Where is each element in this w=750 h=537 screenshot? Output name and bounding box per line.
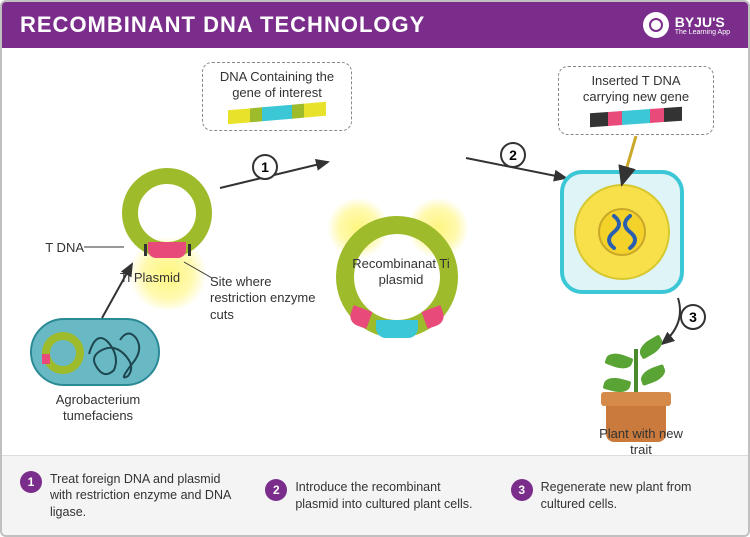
legend-item-1: 1 Treat foreign DNA and plasmid with res… bbox=[20, 471, 239, 520]
legend-text-3: Regenerate new plant from cultured cells… bbox=[541, 479, 730, 512]
leaf-icon bbox=[636, 334, 666, 359]
label-recombinant: Recombinanat Ti plasmid bbox=[346, 256, 456, 289]
ti-plasmid-tdna-segment bbox=[148, 242, 186, 258]
plant-cell-nucleus-icon bbox=[598, 208, 646, 256]
legend-badge-2: 2 bbox=[265, 479, 287, 501]
leaf-icon bbox=[638, 364, 667, 386]
recombinant-insert-segment bbox=[376, 320, 418, 338]
ti-plasmid-ring bbox=[122, 168, 212, 258]
legend-text-1: Treat foreign DNA and plasmid with restr… bbox=[50, 471, 239, 520]
brand-text: BYJU'S The Learning App bbox=[675, 15, 730, 36]
page-title: RECOMBINANT DNA TECHNOLOGY bbox=[20, 12, 425, 38]
callout-gene-of-interest: DNA Containing the gene of interest bbox=[202, 62, 352, 131]
legend-text-2: Introduce the recombinant plasmid into c… bbox=[295, 479, 484, 512]
brand-block: BYJU'S The Learning App bbox=[643, 12, 730, 38]
brand-tagline: The Learning App bbox=[675, 29, 730, 36]
label-gene-interest: DNA Containing the gene of interest bbox=[211, 69, 343, 102]
legend-badge-3: 3 bbox=[511, 479, 533, 501]
step-badge-2: 2 bbox=[500, 142, 526, 168]
step-badge-1: 1 bbox=[252, 154, 278, 180]
diagram-frame: RECOMBINANT DNA TECHNOLOGY BYJU'S The Le… bbox=[0, 0, 750, 537]
brand-logo-icon bbox=[643, 12, 669, 38]
legend-item-2: 2 Introduce the recombinant plasmid into… bbox=[265, 479, 484, 512]
diagram-canvas: Agrobacterium tumefaciens T DNA Ti Plasm… bbox=[2, 48, 748, 455]
dna-fragment-inserted-icon bbox=[590, 106, 682, 126]
label-bacterium: Agrobacterium tumefaciens bbox=[38, 392, 158, 425]
legend-badge-1: 1 bbox=[20, 471, 42, 493]
bacterium-plasmid-icon bbox=[42, 332, 84, 374]
arrow-bacterium-to-plasmid bbox=[98, 258, 138, 322]
label-restriction-site: Site where restriction enzyme cuts bbox=[210, 274, 320, 323]
brand-name: BYJU'S bbox=[675, 15, 730, 29]
bacterium-chromosome-icon bbox=[84, 326, 150, 382]
legend-item-3: 3 Regenerate new plant from cultured cel… bbox=[511, 479, 730, 512]
step-badge-3: 3 bbox=[680, 304, 706, 330]
label-t-dna: T DNA bbox=[24, 240, 84, 256]
callout-inserted-tdna: Inserted T DNA carrying new gene bbox=[558, 66, 714, 135]
footer-legend: 1 Treat foreign DNA and plasmid with res… bbox=[2, 455, 748, 535]
label-inserted-tdna: Inserted T DNA carrying new gene bbox=[567, 73, 705, 106]
bacterium-agrobacterium bbox=[30, 318, 160, 386]
label-plant: Plant with new trait bbox=[596, 426, 686, 459]
header-bar: RECOMBINANT DNA TECHNOLOGY BYJU'S The Le… bbox=[2, 2, 748, 48]
dna-fragment-gene-icon bbox=[228, 101, 326, 124]
plant-cell bbox=[560, 170, 684, 294]
arrow-callout-to-nucleus bbox=[618, 134, 648, 188]
leaf-icon bbox=[604, 350, 633, 372]
